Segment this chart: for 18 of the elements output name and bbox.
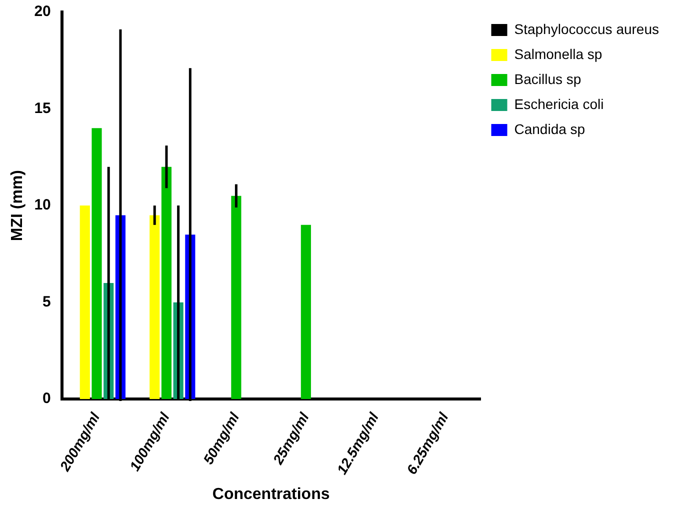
y-tick-label: 15	[34, 100, 51, 117]
bar	[80, 206, 90, 400]
bar	[92, 128, 102, 400]
y-tick-label: 0	[42, 390, 51, 408]
legend-label: Bacillus sp	[514, 70, 582, 87]
y-axis-title: MZI (mm)	[9, 170, 26, 242]
x-axis-title: Concentrations	[212, 486, 330, 503]
legend-label: Candida sp	[514, 120, 586, 137]
bar	[231, 196, 242, 400]
y-tick-label: 5	[42, 293, 51, 310]
legend-label: Staphylococcus aureus	[514, 20, 660, 37]
bar	[150, 215, 160, 400]
legend-label: Salmonella sp	[514, 46, 602, 62]
y-tick-label: 10	[34, 196, 51, 214]
bar	[161, 166, 172, 400]
bar	[300, 224, 311, 400]
y-tick-label: 20	[34, 3, 51, 20]
legend-label: Eschericia coli	[514, 96, 604, 112]
